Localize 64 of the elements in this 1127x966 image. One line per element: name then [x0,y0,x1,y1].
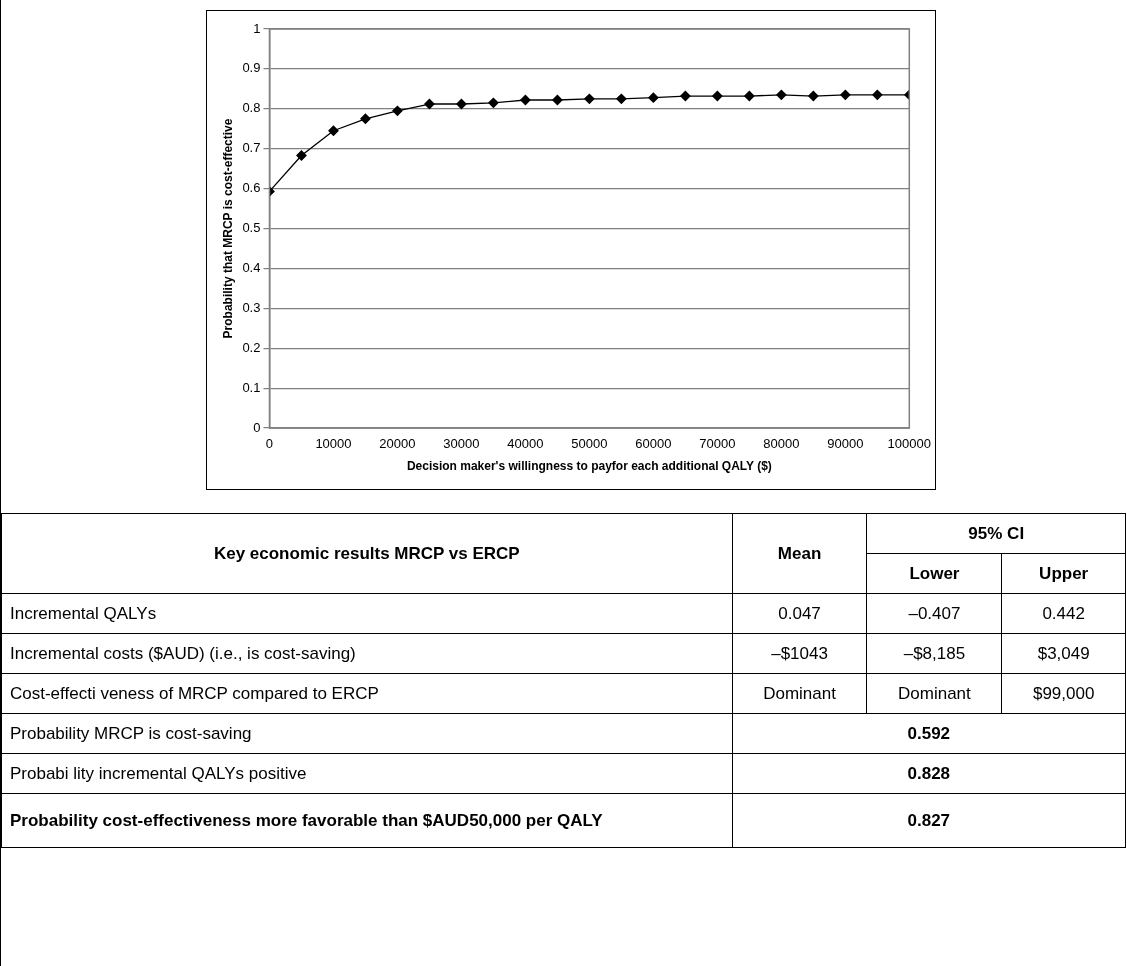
x-tick-label: 100000 [887,436,932,452]
x-tick-label: 70000 [699,436,736,452]
text: Cost-effecti veness of MRCP compared to ERCP [10,683,379,703]
y-tick-label: 0 [253,419,261,435]
y-tick-label: 0.7 [242,140,261,156]
point [872,89,883,100]
y-tick-label: 0.6 [242,180,261,196]
y-tick-label: 0.3 [242,299,261,315]
y-axis-title: Probability that MRCP is cost-effective [220,118,235,339]
text: –$1043 [771,643,828,663]
y-tick-label: 0.2 [242,339,261,355]
point [808,90,819,102]
y-tick-label: 0.1 [242,379,261,395]
y-tick-label: 0.5 [242,220,261,236]
point [296,150,307,161]
x-tick-label: 20000 [379,436,416,452]
point [584,93,595,104]
x-axis-title: Decision maker's willingness to payfor each additional QALY ($) [406,459,772,474]
x-tick-label: 0 [265,436,274,452]
point [328,125,339,136]
text: 0.592 [907,723,951,743]
text: Incremental QALYs [10,603,157,623]
x-tick-label: 90000 [827,436,864,452]
y-tick-label: 0.9 [242,60,261,76]
text: 0.442 [1042,603,1085,623]
x-tick-label: 40000 [507,436,544,452]
point [712,90,723,102]
text: Probability cost-effectiveness more favorable than $AUD50,000 per QALY [10,811,603,830]
y-tick-label: 0.4 [242,259,261,275]
text: –0.407 [908,603,961,623]
y-tick-label: 1 [253,20,261,36]
point [616,93,627,104]
text: Probabi lity incremental QALYs positive [10,763,307,783]
point [552,94,563,106]
point [360,113,371,124]
point [520,94,531,106]
x-tick-label: 60000 [635,436,672,452]
point [648,92,659,103]
text: Mean [777,543,822,563]
text: –$8,185 [903,643,966,663]
text: Key economic results MRCP vs ERCP [213,543,520,563]
text: 95% CI [968,523,1025,543]
x-tick-label: 10000 [315,436,352,452]
text: Dominant [763,683,836,703]
text: Incremental costs ($AUD) (i.e., is cost-saving) [10,643,356,663]
point [840,89,851,100]
text: Upper [1039,563,1089,583]
text: 0.828 [907,763,951,783]
text: $3,049 [1037,643,1090,663]
text: 0.047 [778,603,821,623]
x-tick-label: 50000 [571,436,608,452]
text: 0.827 [907,810,951,830]
text: Dominant [898,683,971,703]
point [744,90,755,102]
text: Probability MRCP is cost-saving [10,723,252,743]
point [488,97,499,108]
point [392,105,403,116]
point [680,90,691,102]
text: Lower [909,563,960,583]
x-tick-label: 30000 [443,436,480,452]
text: $99,000 [1032,683,1095,703]
x-tick-label: 80000 [763,436,800,452]
point [776,89,787,100]
y-tick-label: 0.8 [242,100,261,116]
